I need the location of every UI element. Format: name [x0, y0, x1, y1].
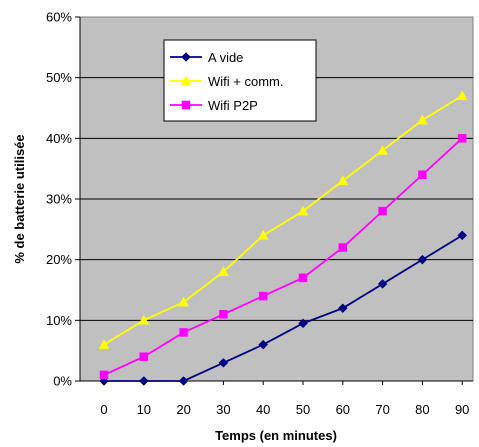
- data-point: [377, 279, 388, 289]
- data-point: [297, 205, 309, 216]
- data-point: [138, 314, 150, 325]
- data-point: [178, 376, 189, 386]
- legend: A vide Wifi + comm. Wifi P2P: [163, 39, 317, 122]
- x-tick-label: 60: [336, 402, 350, 417]
- data-point: [418, 170, 427, 179]
- series-line: [104, 234, 463, 382]
- y-tick-label: 30%: [46, 192, 72, 207]
- series-2: [98, 90, 468, 349]
- data-point: [219, 310, 228, 319]
- x-tick-label: 80: [415, 402, 429, 417]
- data-point: [377, 144, 389, 155]
- data-point: [298, 318, 308, 329]
- x-axis-ticks: 0 10 20 30 40 50 60 70 80 90: [100, 381, 469, 417]
- series-line: [103, 95, 463, 346]
- series-3: [99, 134, 467, 380]
- legend-item: Wifi P2P: [170, 98, 258, 113]
- y-tick-label: 50%: [46, 70, 72, 85]
- data-point: [337, 175, 349, 186]
- data-point: [217, 266, 229, 277]
- data-point: [138, 376, 149, 386]
- y-tick-label: 10%: [46, 313, 72, 328]
- data-point: [378, 206, 387, 216]
- data-point: [178, 296, 190, 307]
- x-axis-title: Temps (en minutes): [215, 428, 337, 443]
- data-point: [456, 90, 468, 101]
- x-tick-label: 30: [216, 402, 230, 417]
- x-tick-label: 90: [455, 402, 469, 417]
- data-point: [338, 243, 348, 252]
- legend-label: Wifi P2P: [208, 98, 258, 113]
- series-group: [98, 90, 468, 386]
- data-point: [337, 303, 348, 314]
- data-point: [257, 229, 269, 240]
- legend-item: Wifi + comm.: [170, 74, 283, 89]
- data-point: [258, 339, 269, 350]
- data-point: [139, 352, 149, 361]
- data-point: [457, 134, 467, 143]
- y-axis-title: % de batterie utilisée: [12, 134, 27, 263]
- data-point: [457, 230, 468, 241]
- y-tick-label: 20%: [46, 252, 72, 267]
- data-point: [258, 291, 268, 301]
- x-tick-label: 40: [256, 402, 270, 417]
- data-point: [179, 328, 188, 337]
- y-tick-label: 60%: [46, 10, 72, 25]
- y-tick-label: 0%: [53, 374, 72, 389]
- series-line: [103, 137, 463, 376]
- legend-marker: [181, 100, 191, 110]
- legend-label: Wifi + comm.: [208, 74, 283, 89]
- data-point: [99, 370, 109, 380]
- y-tick-label: 40%: [46, 131, 72, 146]
- x-tick-label: 0: [100, 402, 107, 417]
- x-tick-label: 50: [296, 402, 310, 417]
- data-point: [416, 114, 428, 125]
- y-axis-ticks: 0% 10% 20% 30% 40% 50% 60%: [46, 10, 473, 389]
- data-point: [218, 357, 229, 368]
- legend-item: A vide: [170, 50, 243, 65]
- legend-marker: [180, 75, 192, 86]
- data-point: [298, 273, 308, 283]
- legend-label: A vide: [208, 50, 243, 65]
- x-tick-label: 10: [137, 402, 151, 417]
- data-point: [417, 254, 428, 265]
- series-1: [99, 230, 468, 386]
- x-tick-label: 20: [176, 402, 190, 417]
- data-point: [98, 339, 110, 349]
- x-tick-label: 70: [375, 402, 389, 417]
- legend-marker: [181, 52, 191, 62]
